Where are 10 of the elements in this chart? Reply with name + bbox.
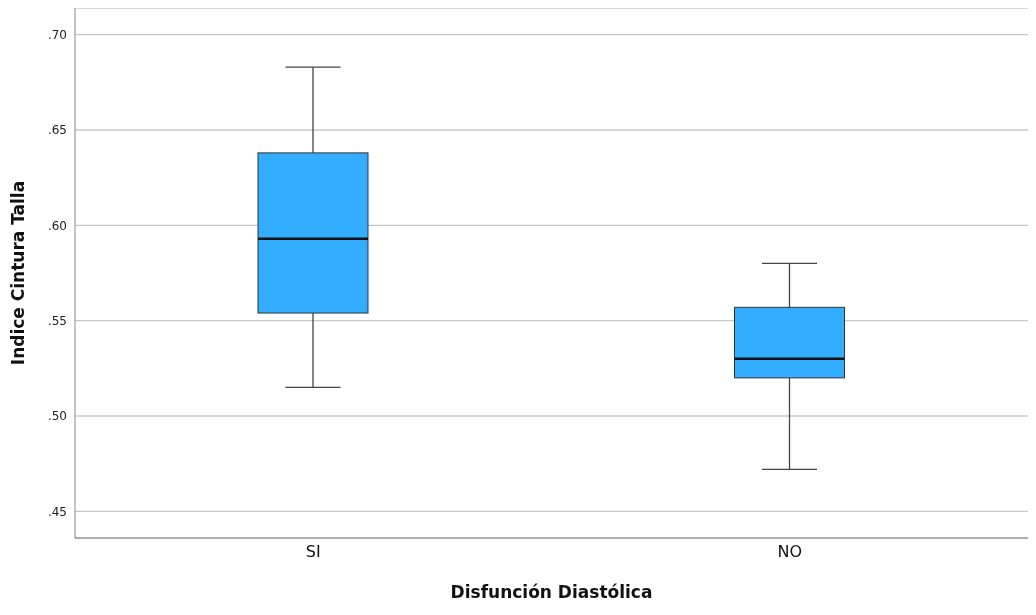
y-tick-label: .45	[47, 504, 67, 519]
x-tick-label: SI	[305, 542, 321, 562]
y-tick-label: .50	[47, 409, 67, 424]
y-tick-label: .70	[47, 27, 67, 42]
y-tick-label: .55	[47, 313, 67, 328]
x-tick-label: NO	[777, 542, 803, 562]
y-axis-title: Indice Cintura Talla	[8, 180, 29, 366]
y-tick-label: .60	[47, 218, 67, 233]
y-tick-label: .65	[47, 123, 67, 138]
x-axis-title: Disfunción Diastólica	[450, 582, 653, 602]
